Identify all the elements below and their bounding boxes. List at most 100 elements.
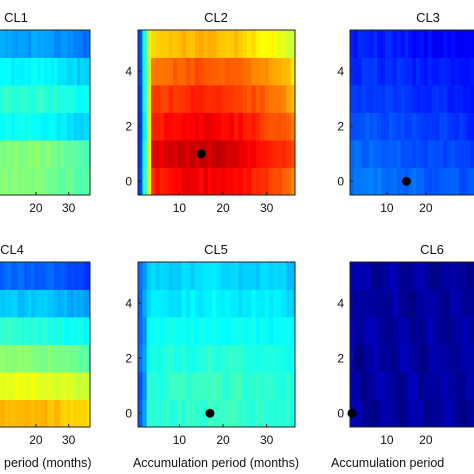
heatmap-cell xyxy=(73,344,78,373)
heatmap-cell xyxy=(159,344,165,373)
heatmap-cell xyxy=(225,262,230,290)
heatmap-cell xyxy=(67,317,71,345)
heatmap-cell xyxy=(8,140,12,168)
heatmap-cell xyxy=(199,317,204,345)
heatmap-cell xyxy=(443,372,448,400)
heatmap-cell xyxy=(268,140,274,168)
heatmap-cell xyxy=(451,140,456,168)
heatmap-cell xyxy=(11,57,16,86)
heatmap-cell xyxy=(190,85,196,113)
heatmap-cell xyxy=(63,372,68,400)
heatmap-cell xyxy=(146,317,152,345)
heatmap-cell xyxy=(260,112,265,141)
heatmap-cell xyxy=(439,344,444,373)
heatmap-cell xyxy=(260,289,265,318)
heatmap-cell xyxy=(229,344,235,373)
heatmap-cell xyxy=(172,344,178,373)
heatmap-cell xyxy=(247,112,252,141)
heatmap-cell xyxy=(212,140,217,168)
heatmap-cell xyxy=(44,317,48,345)
heatmap-cell xyxy=(37,85,42,113)
heatmap-cell xyxy=(350,140,355,168)
heatmap-cell xyxy=(400,112,405,141)
heatmap-cell xyxy=(70,167,75,196)
heatmap-cell xyxy=(44,399,48,428)
heatmap-cell xyxy=(40,57,45,86)
heatmap-cell xyxy=(185,57,191,86)
heatmap-cell xyxy=(86,317,91,345)
heatmap-cell xyxy=(50,140,55,168)
heatmap-cell xyxy=(185,344,191,373)
heatmap-cell xyxy=(172,317,178,345)
heatmap-cell xyxy=(400,317,405,345)
heatmap-cell xyxy=(381,30,386,58)
heatmap-cell xyxy=(199,30,204,58)
heatmap-cell xyxy=(172,399,178,428)
heatmap-cell xyxy=(290,30,296,58)
heatmap-cell xyxy=(155,262,161,290)
panel-cl4: CL4 20 30 xyxy=(0,242,91,447)
heatmap-cell xyxy=(458,30,464,58)
heatmap-cell xyxy=(172,112,178,141)
heatmap-cell xyxy=(423,140,429,168)
heatmap-cell xyxy=(181,112,187,141)
y-tick-label: 2 xyxy=(125,119,132,133)
heatmap-cell xyxy=(57,289,61,318)
heatmap-cell xyxy=(76,57,81,86)
x-tick-label: 20 xyxy=(29,201,43,215)
heatmap-cell xyxy=(80,399,84,428)
heatmap-cell xyxy=(44,85,48,113)
heatmap-cell xyxy=(70,344,75,373)
heatmap-cell xyxy=(365,372,370,400)
heatmap-cell xyxy=(67,57,71,86)
heatmap-cell xyxy=(63,167,68,196)
heatmap-cell xyxy=(151,289,156,318)
heatmap-cell xyxy=(229,289,235,318)
heatmap-cell xyxy=(80,317,84,345)
heatmap-cell xyxy=(423,85,429,113)
heatmap-cell xyxy=(238,262,244,290)
heatmap-cell xyxy=(431,167,436,196)
heatmap-cell xyxy=(207,289,213,318)
heatmap-cell xyxy=(151,57,156,86)
heatmap-cell xyxy=(44,289,48,318)
heatmap-cell xyxy=(423,317,429,345)
heatmap-cell xyxy=(455,344,460,373)
heatmap-cell xyxy=(80,289,84,318)
heatmap-cell xyxy=(47,167,52,196)
heatmap-cell xyxy=(443,85,448,113)
heatmap-cell xyxy=(439,85,444,113)
heatmap-cell xyxy=(164,289,169,318)
heatmap-cell xyxy=(447,262,452,290)
heatmap-cell xyxy=(21,167,25,196)
heatmap-cell xyxy=(229,399,235,428)
heatmap-cell xyxy=(420,112,425,141)
heatmap-cell xyxy=(172,30,178,58)
heatmap-cell xyxy=(412,372,417,400)
heatmap-cell xyxy=(423,30,429,58)
heatmap-cell xyxy=(458,399,464,428)
heatmap-cell xyxy=(207,57,213,86)
heatmap-cell xyxy=(31,289,35,318)
heatmap-cell xyxy=(164,167,169,196)
heatmap-cell xyxy=(357,317,363,345)
heatmap-cell xyxy=(67,140,71,168)
heatmap-cell xyxy=(50,262,55,290)
heatmap-cell xyxy=(435,85,440,113)
heatmap-cell xyxy=(142,167,148,196)
heatmap-cell xyxy=(181,30,187,58)
heatmap-cell xyxy=(70,140,75,168)
heatmap-cell xyxy=(466,30,471,58)
heatmap-cell xyxy=(17,372,22,400)
heatmap-cell xyxy=(392,317,398,345)
heatmap-cell xyxy=(57,372,61,400)
heatmap-cell xyxy=(361,85,366,113)
heatmap-cell xyxy=(238,85,244,113)
heatmap-cell xyxy=(396,30,401,58)
x-tick-label: 20 xyxy=(216,201,230,215)
heatmap-cell xyxy=(427,140,433,168)
heatmap-cell xyxy=(423,344,429,373)
heatmap-cell xyxy=(377,167,382,196)
heatmap-cell xyxy=(194,262,200,290)
heatmap-cell xyxy=(220,167,226,196)
